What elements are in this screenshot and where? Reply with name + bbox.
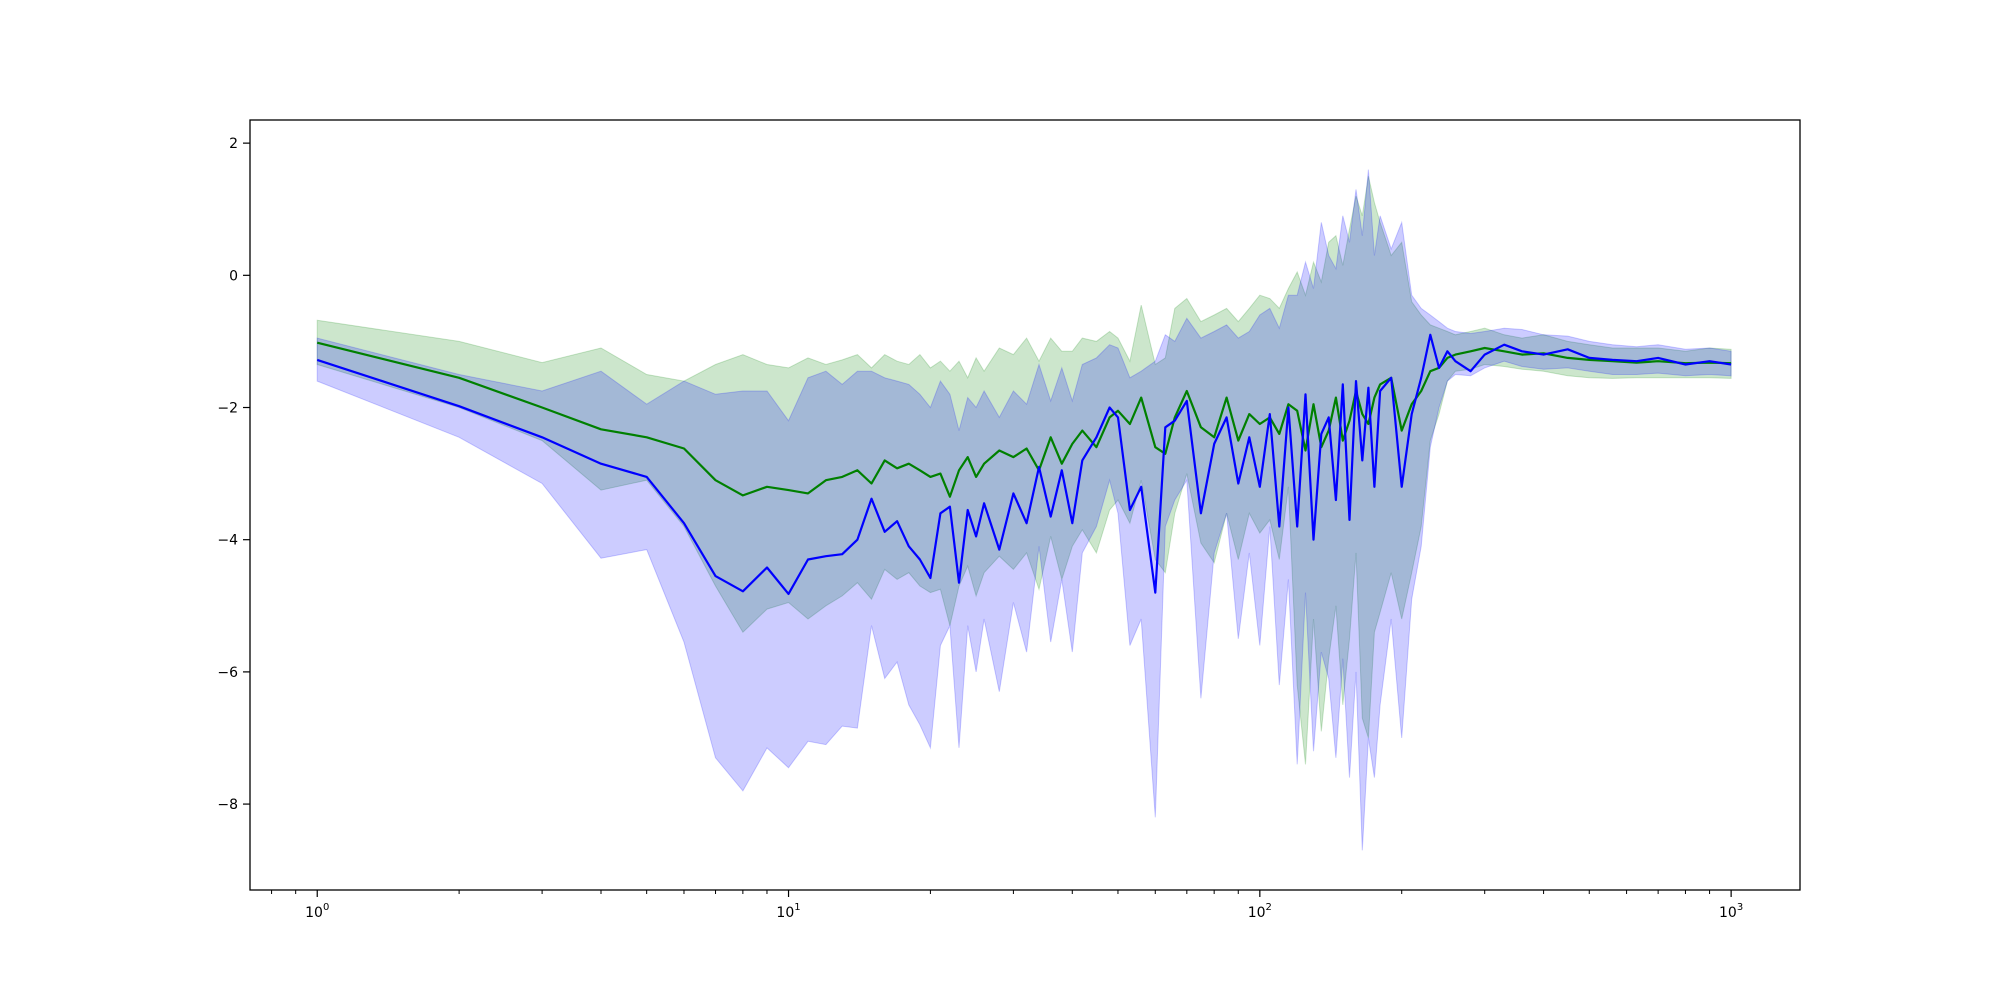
- x-tick-label: 100: [305, 902, 329, 921]
- series-0-band: [316, 176, 1732, 765]
- y-tick-label: 2: [229, 136, 238, 152]
- series-1-band: [316, 169, 1732, 851]
- series-1-line: [316, 333, 1732, 596]
- x-axis: 100 101 102 103: [271, 890, 1743, 921]
- plot-area: [250, 120, 1800, 890]
- x-tick-label-exponent: 0: [323, 902, 329, 913]
- x-tick-label-base: 10: [776, 905, 794, 921]
- y-tick-label: −2: [217, 401, 238, 417]
- confidence-bands: [316, 169, 1732, 851]
- y-tick-label: −8: [217, 797, 238, 813]
- x-tick-label-exponent: 1: [794, 902, 800, 913]
- x-tick-label-base: 10: [1719, 905, 1737, 921]
- x-tick-label-exponent: 3: [1737, 902, 1743, 913]
- x-tick-label-exponent: 2: [1266, 902, 1272, 913]
- x-tick-label-base: 10: [1248, 905, 1266, 921]
- x-tick-label: 102: [1248, 902, 1272, 921]
- x-tick-label: 103: [1719, 902, 1743, 921]
- x-tick-label-base: 10: [305, 905, 323, 921]
- y-tick-label: 0: [229, 268, 238, 284]
- y-tick-label: −4: [217, 533, 238, 549]
- series-lines: [316, 333, 1732, 596]
- axes-background: [250, 120, 1800, 890]
- series-0-line: [316, 341, 1732, 498]
- axes-frame: [249, 119, 1801, 891]
- x-tick-label: 101: [776, 902, 800, 921]
- y-tick-label: −6: [217, 665, 238, 681]
- y-axis: 2 0 −2 −4 −6 −8: [217, 136, 250, 813]
